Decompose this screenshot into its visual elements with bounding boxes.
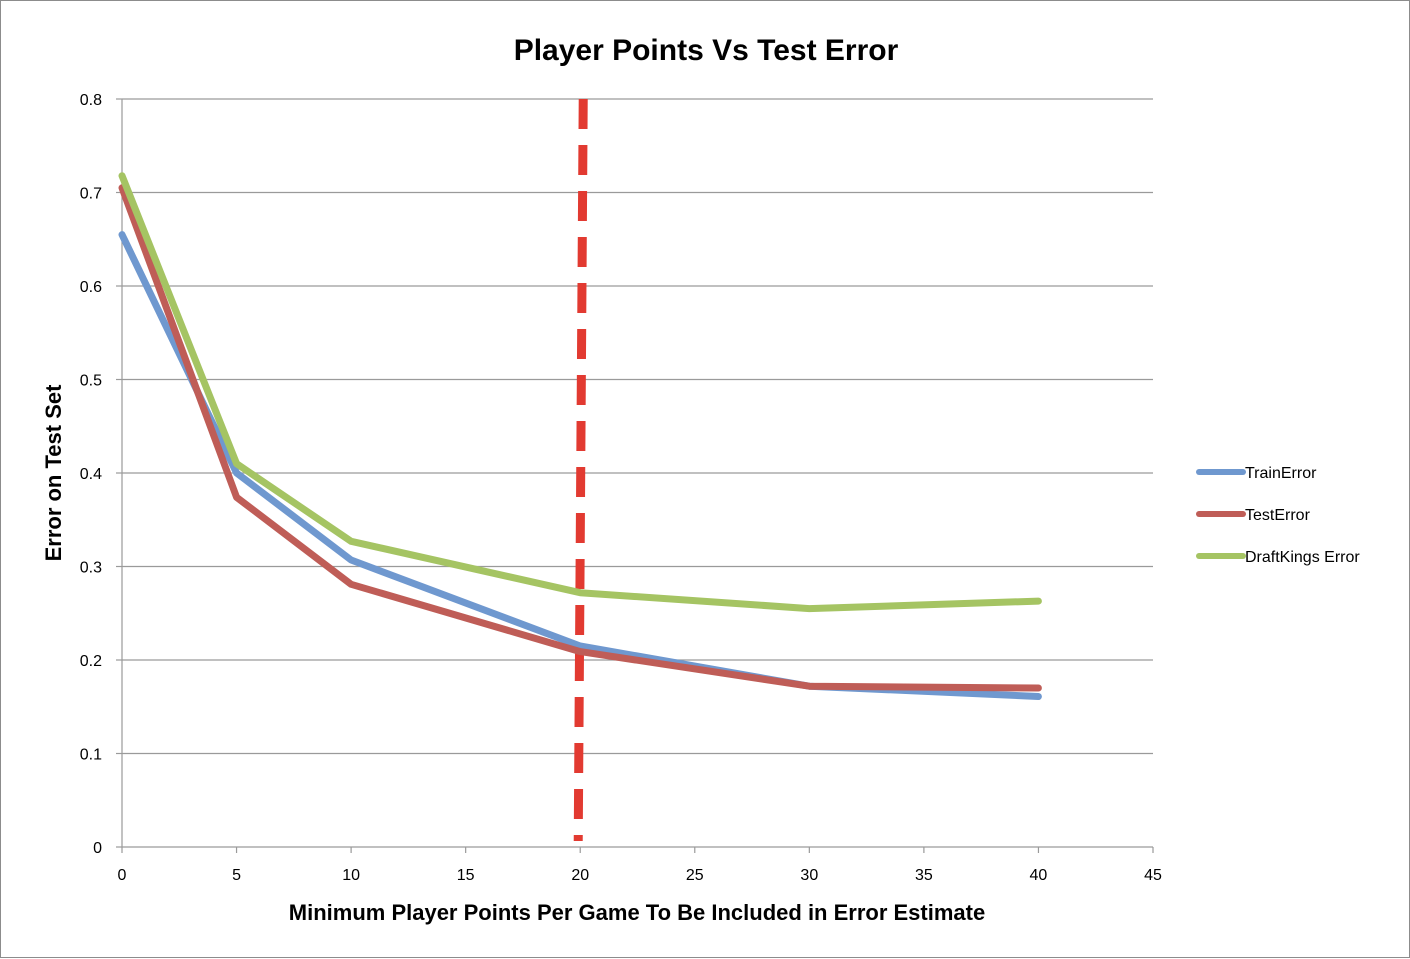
series-layer [118, 172, 1042, 700]
chart-title: Player Points Vs Test Error [514, 34, 899, 67]
x-tick-label: 15 [457, 867, 475, 884]
y-tick-label: 0.1 [80, 747, 102, 764]
y-tick-label: 0.8 [80, 92, 102, 109]
legend-label-draftkings: DraftKings Error [1245, 549, 1360, 566]
gridlines [122, 98, 1153, 755]
x-tick-label: 0 [118, 867, 127, 884]
y-axis-title: Error on Test Set [41, 384, 66, 562]
y-tick-label: 0.6 [80, 279, 102, 296]
y-tick-label: 0.3 [80, 560, 102, 577]
y-tick-label: 0.4 [80, 466, 102, 483]
series-line-testerror [118, 184, 1042, 692]
x-tick-label: 10 [342, 867, 360, 884]
reference-line [573, 98, 588, 842]
x-tick-label: 20 [571, 867, 589, 884]
legend-label-train: TrainError [1245, 465, 1317, 482]
y-tick-label: 0 [93, 840, 102, 857]
x-axis-title: Minimum Player Points Per Game To Be Inc… [289, 900, 985, 925]
x-tick-label: 25 [686, 867, 704, 884]
x-tick-label: 45 [1144, 867, 1162, 884]
axes [116, 98, 1154, 853]
x-tick-label: 35 [915, 867, 933, 884]
tick-labels: 0 0.1 0.2 0.3 0.4 0.5 0.6 0.7 0.8 0 5 10 15 20 25 30 35 4… [80, 92, 1162, 884]
x-tick-label: 30 [800, 867, 818, 884]
y-tick-label: 0.2 [80, 653, 102, 670]
series-line-draftkings-error [118, 172, 1042, 613]
legend: TrainError TestError DraftKings Error [1196, 465, 1360, 566]
y-tick-label: 0.7 [80, 186, 102, 203]
legend-label-test: TestError [1245, 507, 1311, 524]
reference-line-layer [573, 98, 588, 842]
y-tick-label: 0.5 [80, 373, 102, 390]
x-tick-label: 40 [1030, 867, 1048, 884]
x-tick-label: 5 [232, 867, 241, 884]
